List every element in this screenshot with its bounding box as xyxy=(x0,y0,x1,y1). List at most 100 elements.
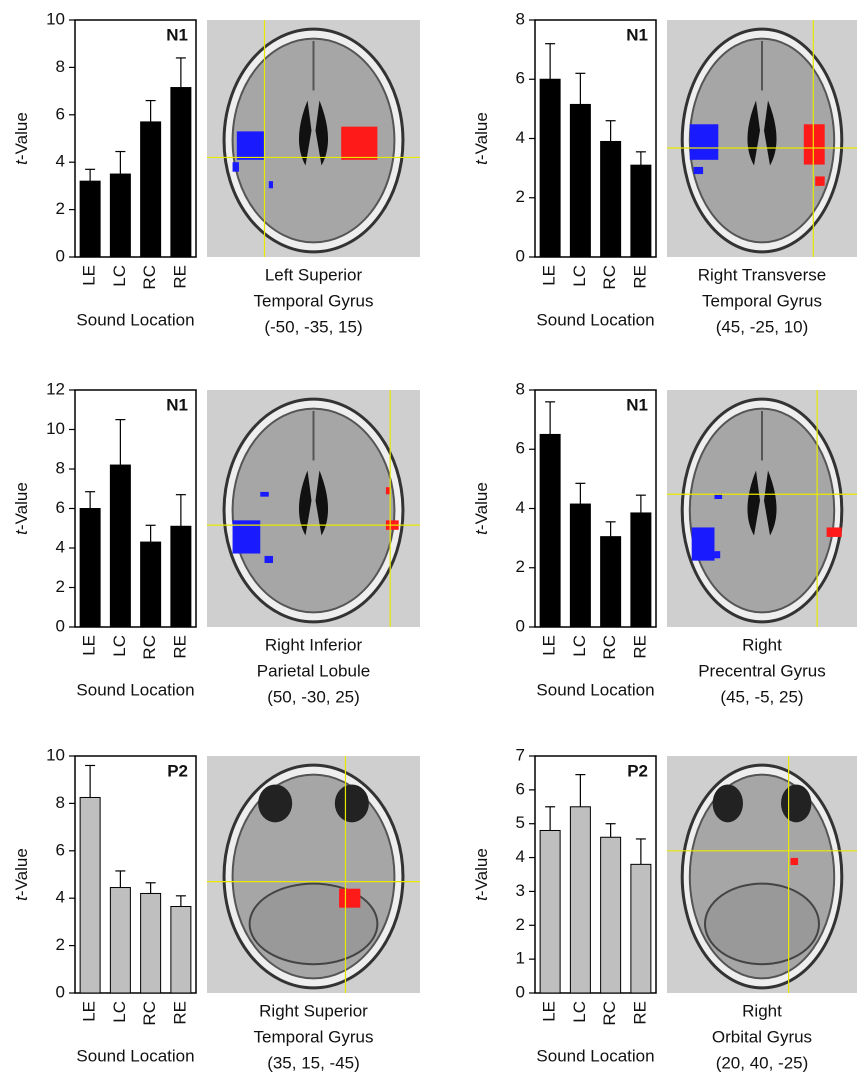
y-tick-label: 0 xyxy=(56,616,65,635)
image-caption: (35, 15, -45) xyxy=(267,1053,360,1072)
y-tick-label: 4 xyxy=(56,888,65,907)
activation-blob xyxy=(386,487,390,494)
activation-blob xyxy=(827,527,842,536)
y-tick-label: 3 xyxy=(516,881,525,900)
y-axis-label-rest: -Value xyxy=(472,482,491,530)
bar xyxy=(540,434,560,627)
image-caption: Precentral Gyrus xyxy=(698,661,826,680)
image-caption: (20, 40, -25) xyxy=(716,1053,809,1072)
cerebellum xyxy=(705,884,819,965)
y-tick-label: 4 xyxy=(516,847,525,866)
x-tick-label: LC xyxy=(110,635,129,657)
y-tick-label: 6 xyxy=(516,439,525,458)
y-axis-label-rest: -Value xyxy=(12,112,31,160)
x-axis-label: Sound Location xyxy=(536,1046,654,1065)
y-tick-label: 2 xyxy=(516,915,525,934)
y-tick-label: 0 xyxy=(56,982,65,1001)
image-caption: Left Superior xyxy=(265,265,363,284)
y-tick-label: 8 xyxy=(56,57,65,76)
x-tick-label: LE xyxy=(80,1001,99,1022)
y-axis-label-rest: -Value xyxy=(12,482,31,530)
x-tick-label: LE xyxy=(80,265,99,286)
bar xyxy=(80,797,100,993)
y-tick-label: 2 xyxy=(516,187,525,206)
activation-blob xyxy=(233,162,239,171)
bar xyxy=(601,837,621,993)
panel-label: N1 xyxy=(166,25,188,44)
x-tick-label: RE xyxy=(630,265,649,289)
y-tick-label: 8 xyxy=(56,458,65,477)
orbit xyxy=(713,784,743,822)
image-caption: (45, -25, 10) xyxy=(716,317,809,336)
image-caption: Right xyxy=(742,1001,782,1020)
x-tick-label: LE xyxy=(80,635,99,656)
activation-blob xyxy=(265,556,274,563)
x-tick-label: LC xyxy=(570,1001,589,1023)
activation-blob xyxy=(804,124,825,164)
bar xyxy=(601,141,621,257)
y-tick-label: 10 xyxy=(46,419,65,438)
y-tick-label: 6 xyxy=(516,779,525,798)
image-caption: Temporal Gyrus xyxy=(702,291,822,310)
x-tick-label: RC xyxy=(600,1001,619,1026)
y-tick-label: 0 xyxy=(516,246,525,265)
image-caption: Right Inferior xyxy=(265,635,363,654)
x-tick-label: LC xyxy=(570,265,589,287)
x-axis-label: Sound Location xyxy=(76,310,194,329)
y-tick-label: 4 xyxy=(516,498,525,517)
image-caption: Orbital Gyrus xyxy=(712,1027,812,1046)
x-tick-label: LC xyxy=(570,635,589,657)
activation-blob xyxy=(791,858,799,865)
x-tick-label: LC xyxy=(110,1001,129,1023)
bar xyxy=(110,465,130,627)
bar xyxy=(540,79,560,257)
bar xyxy=(141,122,161,257)
x-tick-label: RC xyxy=(600,635,619,660)
figure: 0 2 4 6 8 10 t-Value N1 LE LC RC RE Sound Location Le… xyxy=(0,0,857,1077)
image-caption: Right xyxy=(742,635,782,654)
panel-label: N1 xyxy=(626,395,648,414)
y-tick-label: 5 xyxy=(516,813,525,832)
activation-blob xyxy=(260,492,269,497)
y-axis-label-rest: -Value xyxy=(472,848,491,896)
image-caption: (50, -30, 25) xyxy=(267,687,360,706)
x-tick-label: RC xyxy=(140,1001,159,1026)
bar xyxy=(631,165,651,257)
bar xyxy=(171,526,191,627)
image-caption: Parietal Lobule xyxy=(257,661,370,680)
activation-blob xyxy=(269,181,273,188)
x-axis-label: Sound Location xyxy=(536,680,654,699)
y-tick-label: 7 xyxy=(516,745,525,764)
y-tick-label: 6 xyxy=(516,69,525,88)
image-caption: Right Superior xyxy=(259,1001,368,1020)
bar xyxy=(110,174,130,257)
image-caption: (-50, -35, 15) xyxy=(264,317,362,336)
y-tick-label: 6 xyxy=(56,840,65,859)
panel-label: N1 xyxy=(166,395,188,414)
bar xyxy=(631,513,651,627)
activation-blob xyxy=(694,167,704,174)
bar xyxy=(141,893,161,993)
x-tick-label: RC xyxy=(600,265,619,290)
y-tick-label: 8 xyxy=(516,9,525,28)
y-tick-label: 2 xyxy=(516,557,525,576)
bar xyxy=(171,88,191,257)
activation-blob xyxy=(715,494,723,499)
x-axis-label: Sound Location xyxy=(76,1046,194,1065)
x-tick-label: LE xyxy=(540,635,559,656)
y-tick-label: 8 xyxy=(56,793,65,812)
panel-label: P2 xyxy=(627,761,648,780)
y-tick-label: 6 xyxy=(56,498,65,517)
y-tick-label: 10 xyxy=(46,745,65,764)
x-axis-label: Sound Location xyxy=(76,680,194,699)
bar xyxy=(80,181,100,257)
y-axis-label: t-Value xyxy=(472,482,491,535)
y-tick-label: 0 xyxy=(516,616,525,635)
orbit xyxy=(781,784,811,822)
activation-blob xyxy=(815,176,825,185)
image-caption: Temporal Gyrus xyxy=(254,1027,374,1046)
y-tick-label: 12 xyxy=(46,379,65,398)
image-caption: Right Transverse xyxy=(698,265,827,284)
activation-blob xyxy=(237,131,265,159)
bar xyxy=(171,906,191,993)
